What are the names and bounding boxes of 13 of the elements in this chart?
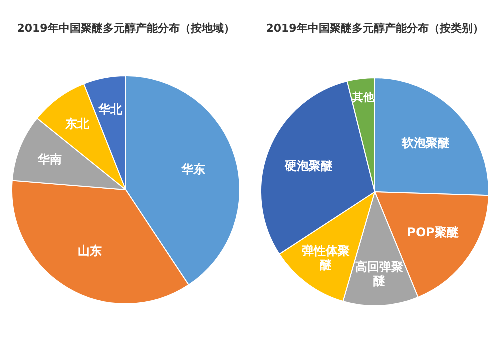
slice-label: 软泡聚醚 <box>400 136 451 150</box>
slice-label: 高回弹聚醚 <box>355 260 404 288</box>
slice-label: 华南 <box>36 152 62 167</box>
chart-title: 2019年中国聚醚多元醇产能分布（按地域） <box>17 22 235 35</box>
slice-label: POP聚醚 <box>407 225 460 240</box>
slice-label: 弹性体聚醚 <box>302 244 350 272</box>
slice-label: 华东 <box>180 162 206 177</box>
slice-label: 华北 <box>98 102 124 116</box>
slice-label: 东北 <box>64 116 90 131</box>
slice-label: 其他 <box>351 90 376 104</box>
chart-title: 2019年中国聚醚多元醇产能分布（按类别） <box>266 22 484 35</box>
slice-label: 山东 <box>78 244 102 258</box>
slice-label: 硬泡聚醚 <box>284 159 334 174</box>
